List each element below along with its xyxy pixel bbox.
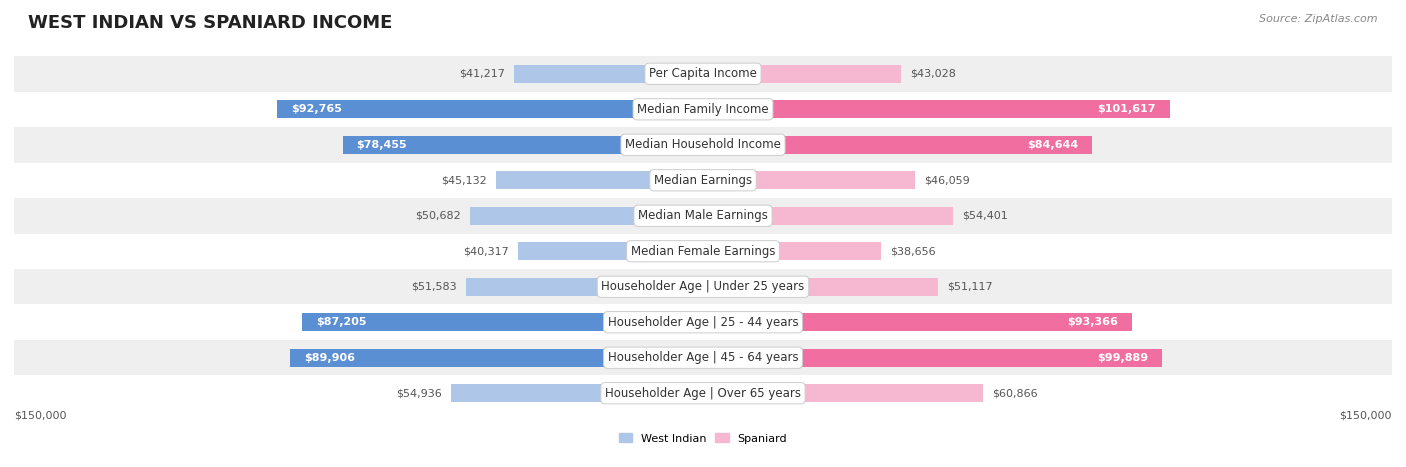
Bar — [470, 207, 703, 225]
Text: Householder Age | 25 - 44 years: Householder Age | 25 - 44 years — [607, 316, 799, 329]
Text: $51,583: $51,583 — [412, 282, 457, 292]
Text: Median Family Income: Median Family Income — [637, 103, 769, 116]
Bar — [290, 349, 703, 367]
Text: $54,936: $54,936 — [395, 388, 441, 398]
Bar — [14, 269, 1392, 304]
Bar — [14, 340, 1392, 375]
Text: $38,656: $38,656 — [890, 246, 935, 256]
Text: Median Earnings: Median Earnings — [654, 174, 752, 187]
Text: $84,644: $84,644 — [1026, 140, 1078, 150]
Bar — [517, 242, 703, 260]
Text: $45,132: $45,132 — [440, 175, 486, 185]
Text: $99,889: $99,889 — [1097, 353, 1149, 363]
Bar — [14, 92, 1392, 127]
Bar — [703, 136, 1092, 154]
Bar — [703, 242, 880, 260]
Text: $101,617: $101,617 — [1098, 104, 1156, 114]
Text: $50,682: $50,682 — [415, 211, 461, 221]
Text: Householder Age | Over 65 years: Householder Age | Over 65 years — [605, 387, 801, 400]
Text: $43,028: $43,028 — [910, 69, 956, 79]
Text: $54,401: $54,401 — [962, 211, 1008, 221]
Text: $40,317: $40,317 — [463, 246, 509, 256]
Bar — [343, 136, 703, 154]
Bar — [14, 127, 1392, 163]
Bar — [703, 100, 1170, 118]
Text: $51,117: $51,117 — [948, 282, 993, 292]
Text: Householder Age | Under 25 years: Householder Age | Under 25 years — [602, 280, 804, 293]
Text: Householder Age | 45 - 64 years: Householder Age | 45 - 64 years — [607, 351, 799, 364]
Legend: West Indian, Spaniard: West Indian, Spaniard — [614, 429, 792, 448]
Bar — [14, 375, 1392, 411]
Bar — [14, 234, 1392, 269]
Text: $87,205: $87,205 — [316, 317, 367, 327]
Text: Source: ZipAtlas.com: Source: ZipAtlas.com — [1260, 14, 1378, 24]
Text: $60,866: $60,866 — [991, 388, 1038, 398]
Bar — [496, 171, 703, 189]
Text: $150,000: $150,000 — [1340, 411, 1392, 421]
Text: $78,455: $78,455 — [357, 140, 408, 150]
Bar — [703, 313, 1132, 331]
Bar — [703, 207, 953, 225]
Text: $41,217: $41,217 — [458, 69, 505, 79]
Bar — [14, 198, 1392, 234]
Bar — [14, 56, 1392, 92]
Bar — [277, 100, 703, 118]
Text: WEST INDIAN VS SPANIARD INCOME: WEST INDIAN VS SPANIARD INCOME — [28, 14, 392, 32]
Text: $93,366: $93,366 — [1067, 317, 1118, 327]
Text: $92,765: $92,765 — [291, 104, 342, 114]
Text: Per Capita Income: Per Capita Income — [650, 67, 756, 80]
Bar — [703, 171, 914, 189]
Text: $46,059: $46,059 — [924, 175, 970, 185]
Bar — [465, 278, 703, 296]
Text: $89,906: $89,906 — [304, 353, 354, 363]
Text: Median Female Earnings: Median Female Earnings — [631, 245, 775, 258]
Bar — [513, 65, 703, 83]
Bar — [703, 384, 983, 402]
Bar — [703, 65, 901, 83]
Bar — [451, 384, 703, 402]
Bar — [703, 278, 938, 296]
Text: Median Household Income: Median Household Income — [626, 138, 780, 151]
Bar — [14, 304, 1392, 340]
Text: $150,000: $150,000 — [14, 411, 66, 421]
Bar — [703, 349, 1161, 367]
Bar — [302, 313, 703, 331]
Bar — [14, 163, 1392, 198]
Text: Median Male Earnings: Median Male Earnings — [638, 209, 768, 222]
